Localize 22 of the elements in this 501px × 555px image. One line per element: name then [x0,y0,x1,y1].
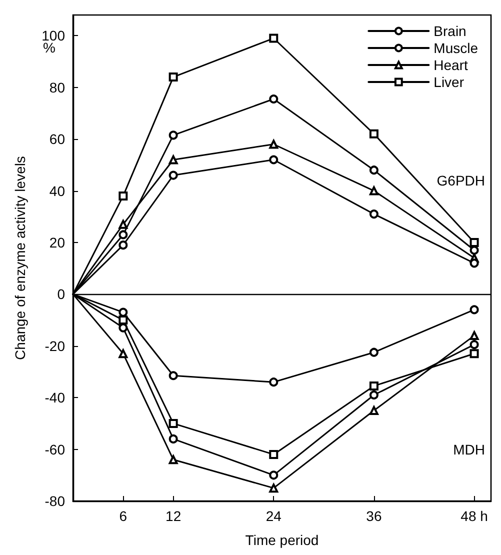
y-axis-title: Change of enzyme activity levels [12,156,28,360]
x-tick-label: 6 [119,508,128,524]
x-tick-label: 12 [166,508,182,524]
x-tick-label: 48 h [460,508,488,524]
x-axis-title: Time period [245,532,319,548]
x-tick-label: 36 [366,508,382,524]
y-tick-label: 80 [49,79,66,96]
legend-label: Brain [434,23,466,39]
y-tick-label: -40 [44,390,66,406]
y-tick-label: -60 [44,441,66,458]
legend-label: Liver [434,74,464,90]
annotation: G6PDH [436,172,485,188]
y-tick-label: -80 [44,493,66,509]
legend-label: Heart [434,57,468,73]
x-tick-label: 24 [266,508,282,524]
y-tick-label: 40 [49,182,66,199]
y-tick-label: 20 [49,234,66,250]
annotation: MDH [453,441,485,458]
legend-label: Muscle [434,40,478,56]
y-tick-label: 0 [57,286,66,302]
y-tick-label: -20 [44,338,66,354]
y-tick-label: 60 [49,131,66,148]
